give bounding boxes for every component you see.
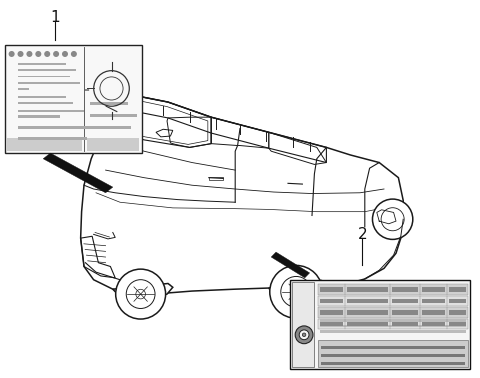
Bar (321, 346, 466, 349)
Bar (449, 299, 467, 303)
Polygon shape (271, 252, 310, 278)
Bar (7, 138, 82, 151)
Bar (347, 322, 388, 326)
Bar (449, 322, 467, 326)
Circle shape (9, 51, 15, 57)
Circle shape (36, 51, 41, 57)
Bar (18, 110, 84, 112)
Bar (347, 310, 388, 315)
Bar (18, 82, 80, 84)
Circle shape (44, 51, 50, 57)
Circle shape (26, 51, 33, 57)
Bar (318, 284, 468, 294)
Bar (18, 69, 76, 71)
Bar (18, 96, 66, 98)
Bar (392, 299, 418, 303)
Bar (392, 310, 418, 315)
Bar (320, 299, 343, 303)
Bar (347, 299, 388, 303)
Bar (422, 299, 445, 303)
Bar (290, 280, 470, 369)
Bar (90, 102, 128, 105)
Bar (318, 296, 468, 306)
Bar (347, 287, 388, 292)
Bar (318, 319, 468, 329)
Bar (449, 287, 467, 292)
Circle shape (372, 199, 413, 239)
Bar (422, 310, 445, 315)
Bar (18, 137, 87, 139)
Circle shape (295, 326, 313, 344)
Bar (18, 76, 71, 77)
Bar (392, 322, 418, 326)
Bar (318, 340, 468, 367)
Bar (320, 319, 467, 322)
Circle shape (71, 51, 77, 57)
Text: 1: 1 (50, 9, 60, 25)
Polygon shape (269, 280, 325, 299)
Bar (320, 322, 343, 326)
Bar (318, 307, 468, 318)
Bar (18, 115, 60, 118)
Bar (449, 310, 467, 315)
Bar (5, 45, 142, 153)
Text: =: = (83, 88, 89, 94)
Bar (18, 88, 29, 90)
Bar (18, 126, 90, 129)
Circle shape (302, 333, 306, 336)
Circle shape (18, 51, 24, 57)
Bar (320, 325, 467, 327)
Bar (321, 362, 466, 366)
Circle shape (62, 51, 68, 57)
Bar (87, 138, 139, 151)
Circle shape (53, 51, 59, 57)
Bar (422, 287, 445, 292)
Bar (422, 322, 445, 326)
Text: 2: 2 (358, 227, 367, 242)
Polygon shape (43, 153, 113, 193)
Polygon shape (81, 96, 403, 297)
Bar (320, 310, 343, 315)
Bar (320, 287, 343, 292)
Bar (90, 126, 131, 129)
Polygon shape (113, 284, 173, 301)
Bar (209, 177, 223, 180)
Circle shape (116, 269, 166, 319)
Bar (320, 330, 467, 333)
Bar (90, 114, 137, 117)
Bar (392, 287, 418, 292)
Bar (292, 282, 314, 367)
Bar (321, 354, 466, 358)
Circle shape (299, 330, 309, 340)
Circle shape (270, 265, 323, 318)
Bar (18, 63, 66, 65)
Bar (18, 102, 73, 104)
